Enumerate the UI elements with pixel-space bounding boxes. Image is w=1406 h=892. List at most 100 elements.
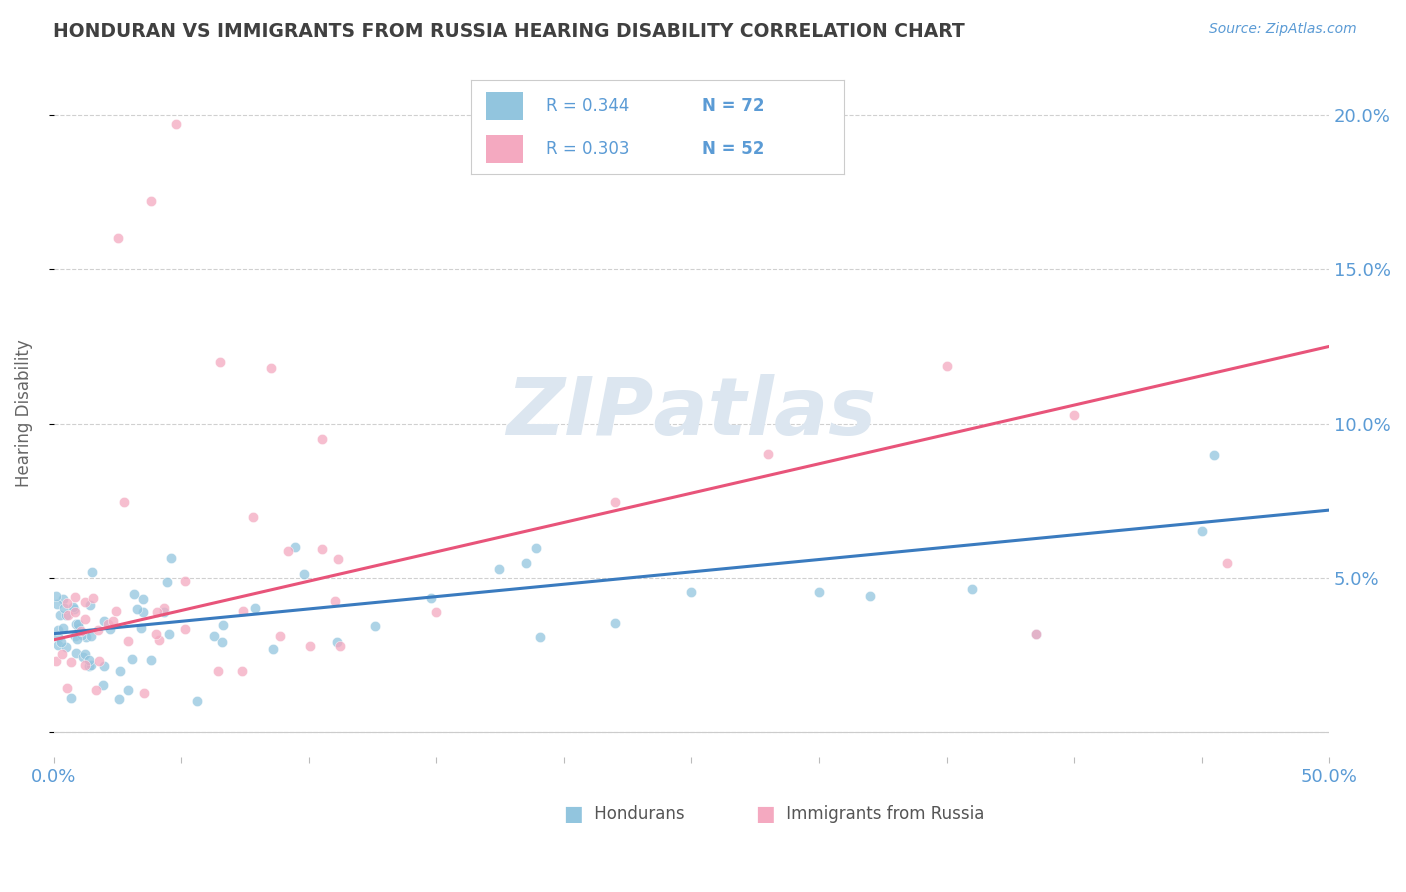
Point [46,630,69,644]
Point [202,630,225,644]
Point [1191,524,1213,538]
Y-axis label: Hearing Disability: Hearing Disability [15,339,32,487]
Point [52,591,75,606]
Point [73,658,96,673]
Point [1216,556,1239,570]
Point [65,617,87,632]
Point [45,589,67,603]
Point [108,664,131,678]
Point [104,605,127,619]
Point [960,582,983,596]
Point [63,605,86,619]
Point [935,359,957,373]
Point [87,623,110,637]
Point [231,664,253,678]
Point [419,591,441,605]
Point [488,562,510,576]
Point [173,622,195,636]
Point [66,632,89,647]
Point [103,614,125,628]
Point [63,602,86,616]
Point [1063,408,1085,422]
Point [69,624,91,638]
Point [294,566,316,581]
Point [63,629,86,643]
Point [121,652,143,666]
Point [139,194,162,209]
Point [72,650,94,665]
Text: Immigrants from Russia: Immigrants from Russia [780,805,984,822]
Point [58,607,80,622]
Point [107,231,129,245]
Point [262,641,284,656]
Point [243,601,266,615]
Point [117,683,139,698]
Point [1025,626,1047,640]
Point [153,605,176,619]
Point [299,639,322,653]
Point [66,616,89,631]
Point [681,585,703,599]
Point [56,681,79,695]
Point [152,601,174,615]
Point [93,614,115,628]
Point [79,598,101,612]
Point [93,678,115,692]
Point [80,658,103,673]
Point [364,619,387,633]
Point [82,591,104,606]
Point [48,607,70,622]
Point [529,631,551,645]
Point [97,617,120,632]
Point [117,633,139,648]
Point [60,655,83,669]
Point [60,690,83,705]
Point [174,574,197,589]
Point [326,635,349,649]
Text: N = 52: N = 52 [702,140,765,158]
Text: Hondurans: Hondurans [589,805,685,822]
Point [63,590,86,604]
Point [425,605,447,619]
Point [46,623,69,637]
Text: N = 72: N = 72 [702,96,765,114]
Point [131,621,153,635]
Point [73,595,96,609]
Point [326,552,349,566]
Point [603,495,626,509]
Point [82,565,104,579]
Point [311,432,333,446]
Point [84,682,107,697]
Point [73,648,96,662]
Point [269,629,291,643]
Point [808,585,831,599]
FancyBboxPatch shape [486,92,523,120]
Text: HONDURAN VS IMMIGRANTS FROM RUSSIA HEARING DISABILITY CORRELATION CHART: HONDURAN VS IMMIGRANTS FROM RUSSIA HEARI… [53,22,965,41]
Point [145,626,167,640]
Point [55,640,77,655]
Point [75,612,97,626]
Point [65,646,87,660]
Point [277,544,299,558]
Point [323,594,346,608]
Point [160,551,183,566]
Point [93,659,115,673]
Point [141,653,163,667]
Point [45,654,67,668]
Point [165,117,187,131]
FancyBboxPatch shape [486,135,523,162]
Point [859,589,882,603]
Text: ZIP​atlas: ZIP​atlas [506,374,876,452]
Point [212,618,235,632]
Point [52,621,75,635]
Point [1025,626,1047,640]
Text: Source: ZipAtlas.com: Source: ZipAtlas.com [1209,22,1357,37]
Point [67,621,90,635]
Point [77,653,100,667]
Point [131,592,153,607]
Point [603,616,626,631]
Point [80,629,103,643]
Point [46,597,69,611]
Point [108,691,131,706]
Text: ■: ■ [755,804,775,823]
